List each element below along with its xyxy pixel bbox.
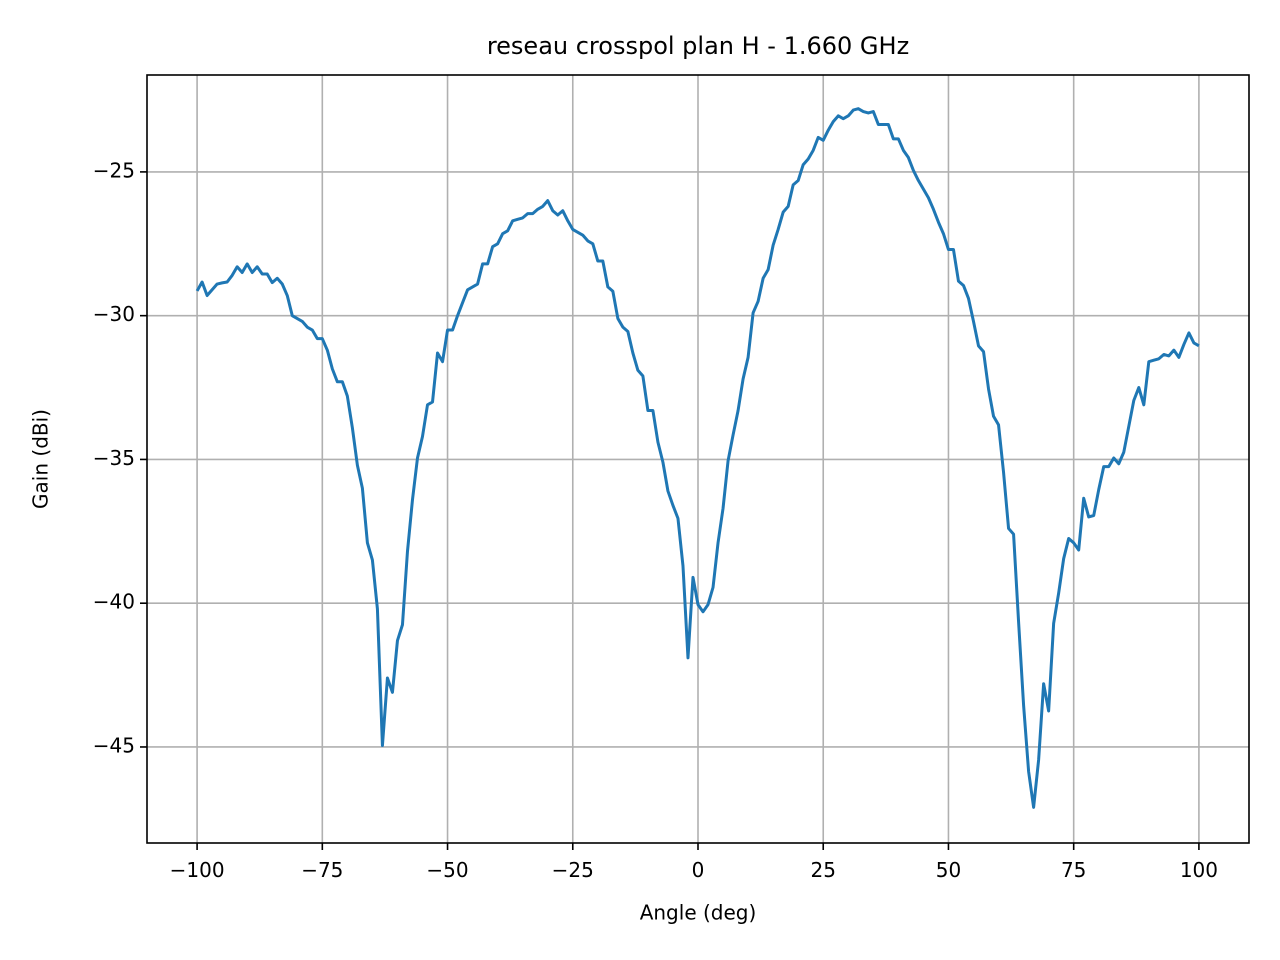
- x-tick-label: 100: [1180, 858, 1218, 882]
- x-tick-label: 75: [1061, 858, 1086, 882]
- plot-frame: [146, 74, 1250, 844]
- data-line: [195, 107, 1200, 809]
- y-tick-label: −35: [93, 446, 135, 470]
- y-tick-label: −45: [93, 733, 135, 757]
- x-tick-label: 25: [811, 858, 836, 882]
- y-tick-label: −25: [93, 158, 135, 182]
- y-tick-label: −40: [93, 590, 135, 614]
- x-tick-label: −25: [552, 858, 594, 882]
- x-tick-label: −50: [426, 858, 468, 882]
- x-tick-label: −100: [170, 858, 225, 882]
- x-tick-label: 50: [936, 858, 961, 882]
- x-tick-label: 0: [692, 858, 705, 882]
- x-tick-label: −75: [301, 858, 343, 882]
- chart-title: reseau crosspol plan H - 1.660 GHz: [487, 32, 909, 60]
- y-tick-label: −30: [93, 302, 135, 326]
- y-axis-label: Gain (dBi): [29, 409, 53, 509]
- x-axis-label: Angle (deg): [640, 901, 757, 925]
